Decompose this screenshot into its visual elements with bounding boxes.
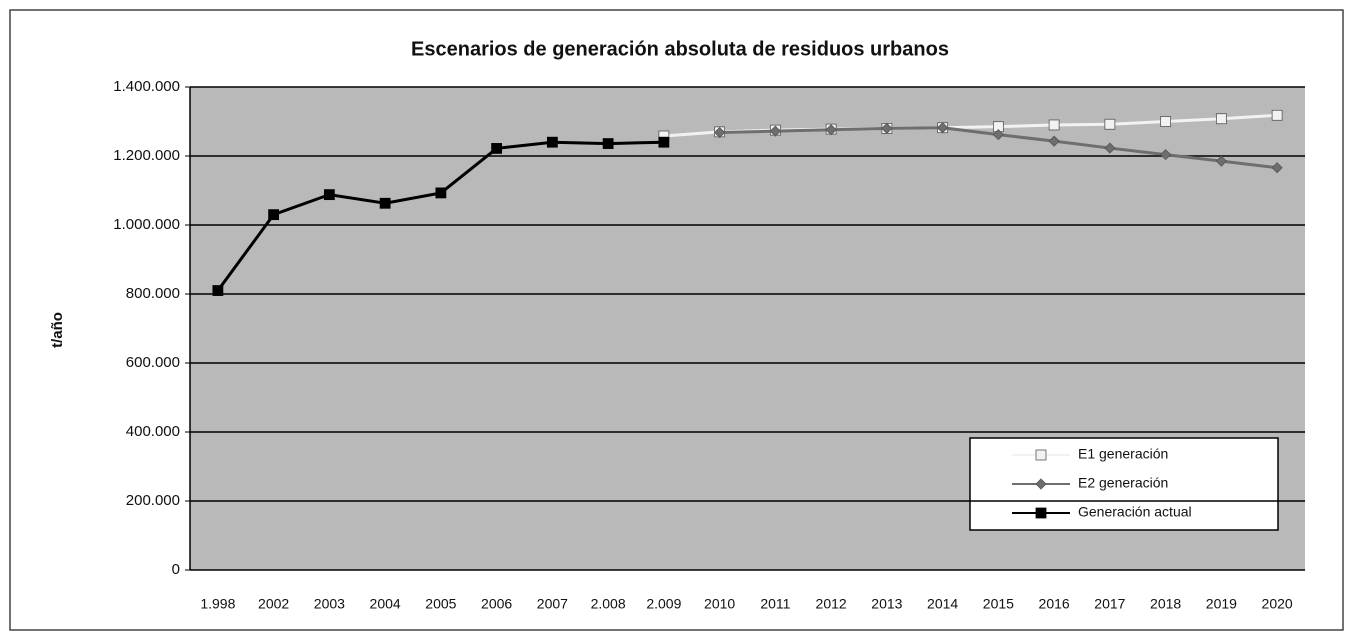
data-point: [769, 125, 781, 137]
x-tick-label: 2002: [258, 596, 289, 612]
x-tick-label: 2004: [370, 596, 401, 612]
legend-marker: [1035, 449, 1047, 461]
data-point: [992, 129, 1004, 141]
data-point: [602, 138, 614, 149]
data-point: [323, 189, 335, 201]
data-point: [658, 136, 670, 148]
y-tick-label: 800.000: [126, 285, 180, 302]
data-point: [1104, 118, 1116, 130]
x-tick-label: 2017: [1094, 596, 1125, 612]
data-point: [435, 187, 447, 199]
legend-marker: [1035, 507, 1047, 519]
chart-title: Escenarios de generación absoluta de res…: [411, 38, 949, 60]
x-tick-label: 2.008: [591, 596, 626, 612]
legend: E1 generación E2 generación Generación act…: [969, 437, 1279, 531]
x-tick-label: 2018: [1150, 596, 1181, 612]
data-point: [546, 136, 558, 148]
x-tick-label: 1.998: [200, 596, 235, 612]
legend-marker: [1035, 478, 1047, 490]
y-tick-label: 1.000.000: [113, 216, 180, 233]
data-point: [714, 126, 726, 139]
y-tick-label: 400.000: [126, 423, 180, 440]
data-point: [491, 143, 503, 154]
x-tick-label: 2012: [816, 596, 847, 612]
x-tick-label: 2020: [1262, 596, 1293, 612]
x-tick-label: 2011: [760, 596, 790, 612]
data-point: [212, 285, 224, 296]
x-tick-label: 2019: [1206, 596, 1237, 612]
legend-label: E2 generación: [1078, 475, 1168, 491]
y-tick-label: 600.000: [126, 354, 180, 371]
x-tick-label: 2015: [983, 596, 1014, 612]
x-tick-label: 2003: [314, 596, 345, 612]
x-tick-label: 2013: [871, 596, 902, 612]
y-tick-label: 1.400.000: [113, 78, 180, 95]
data-point: [1215, 155, 1227, 167]
data-point: [1160, 149, 1172, 161]
data-point: [1215, 113, 1227, 125]
data-point: [1271, 162, 1283, 174]
data-point: [1104, 142, 1116, 154]
x-tick-label: 2016: [1039, 596, 1070, 612]
data-point: [825, 124, 837, 136]
data-point: [1160, 116, 1172, 127]
data-point: [937, 122, 949, 134]
y-tick-label: 1.200.000: [113, 147, 180, 164]
data-point: [1048, 119, 1060, 131]
x-tick-label: 2006: [481, 596, 512, 612]
data-point: [379, 197, 391, 209]
legend-label: Generación actual: [1078, 504, 1192, 520]
y-tick-label: 200.000: [126, 492, 180, 509]
legend-label: E1 generación: [1078, 446, 1168, 462]
data-point: [881, 122, 893, 134]
y-tick-label: 0: [172, 561, 180, 578]
x-tick-label: 2.009: [646, 596, 681, 612]
x-tick-label: 2014: [927, 596, 958, 612]
x-tick-label: 2010: [704, 596, 735, 612]
x-tick-label: 2005: [425, 596, 456, 612]
data-point: [268, 209, 280, 221]
y-axis-label: t/año: [49, 312, 66, 348]
data-point: [1271, 109, 1283, 121]
x-tick-label: 2007: [537, 596, 568, 612]
data-point: [1048, 135, 1060, 147]
